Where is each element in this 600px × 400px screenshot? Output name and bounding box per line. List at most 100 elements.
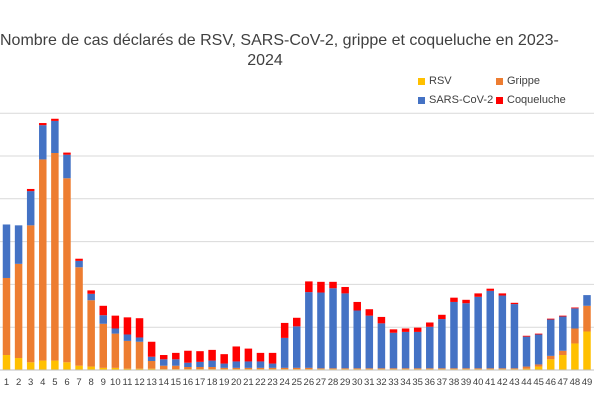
- x-tick-label: 16: [183, 377, 194, 388]
- bar-grippe-week-47: [559, 350, 567, 356]
- bar-coqueluche-week-16: [184, 350, 192, 363]
- bar-rsv-week-11: [123, 368, 132, 370]
- bar-sars-cov-2-week-31: [365, 315, 374, 369]
- bar-grippe-week-15: [172, 365, 180, 370]
- bar-sars-cov-2-week-18: [208, 360, 216, 367]
- x-tick-label: 13: [146, 377, 157, 388]
- bar-grippe-week-7: [75, 267, 83, 366]
- x-tick-label: 9: [101, 377, 106, 388]
- bar-coqueluche-week-10: [111, 315, 120, 329]
- bar-sars-cov-2-week-12: [135, 337, 144, 342]
- bar-coqueluche-week-26: [305, 281, 313, 293]
- bar-coqueluche-week-20: [232, 346, 241, 362]
- x-tick-label: 39: [461, 377, 472, 388]
- legend-label-rsv: RSV: [429, 75, 452, 87]
- bar-grippe-week-8: [87, 300, 95, 367]
- bar-coqueluche-week-13: [147, 341, 156, 357]
- bar-grippe-week-31: [365, 368, 374, 370]
- bar-sars-cov-2-week-34: [401, 331, 410, 369]
- bar-sars-cov-2-week-44: [522, 336, 531, 367]
- bar-sars-cov-2-week-11: [123, 334, 132, 341]
- bar-coqueluche-week-35: [413, 327, 422, 332]
- x-tick-label: 30: [352, 377, 363, 388]
- x-tick-label: 42: [497, 377, 508, 388]
- x-tick-label: 47: [558, 377, 569, 388]
- bar-rsv-week-12: [135, 368, 144, 370]
- bar-grippe-week-6: [63, 178, 71, 363]
- bar-grippe-week-4: [39, 159, 47, 361]
- legend-label-sars-cov-2: SARS-CoV-2: [429, 94, 494, 106]
- bar-coqueluche-week-27: [317, 281, 325, 293]
- bar-coqueluche-week-6: [63, 152, 71, 155]
- bar-coqueluche-week-24: [280, 322, 289, 338]
- bar-rsv-week-44: [522, 368, 531, 370]
- x-tick-label: 6: [64, 377, 69, 388]
- bar-sars-cov-2-week-13: [147, 356, 156, 362]
- bar-grippe-week-20: [232, 367, 241, 370]
- bar-coqueluche-week-33: [389, 329, 398, 333]
- bar-coqueluche-week-48: [571, 307, 579, 309]
- bar-sars-cov-2-week-41: [486, 290, 494, 369]
- bar-coqueluche-week-5: [51, 118, 59, 121]
- bar-sars-cov-2-week-20: [232, 361, 241, 368]
- bar-grippe-week-42: [498, 368, 507, 370]
- bar-rsv-week-13: [147, 368, 156, 370]
- x-tick-label: 45: [533, 377, 544, 388]
- bar-sars-cov-2-week-27: [317, 292, 325, 369]
- bar-rsv-week-4: [39, 360, 47, 370]
- bar-sars-cov-2-week-46: [546, 319, 555, 356]
- bar-grippe-week-38: [450, 368, 458, 370]
- chart-title-line-2: 2024: [247, 52, 283, 69]
- bar-sars-cov-2-week-15: [172, 359, 180, 366]
- bar-grippe-week-22: [256, 367, 265, 370]
- bar-rsv-week-6: [63, 362, 71, 370]
- bar-grippe-week-1: [2, 277, 11, 356]
- gridlines: [0, 112, 594, 371]
- bar-coqueluche-week-29: [341, 286, 349, 294]
- bar-grippe-week-49: [583, 305, 591, 332]
- bar-sars-cov-2-week-26: [305, 292, 313, 368]
- bar-coqueluche-week-42: [498, 293, 507, 296]
- bar-coqueluche-week-9: [99, 305, 107, 316]
- bar-grippe-week-11: [123, 340, 132, 369]
- bar-coqueluche-week-38: [450, 297, 458, 302]
- x-tick-label: 38: [449, 377, 460, 388]
- bar-grippe-week-29: [341, 368, 349, 370]
- legend-item-rsv: RSV: [418, 75, 452, 87]
- bar-grippe-week-27: [317, 368, 325, 370]
- bar-sars-cov-2-week-16: [184, 362, 192, 367]
- bar-sars-cov-2-week-37: [438, 319, 446, 369]
- bar-sars-cov-2-week-35: [413, 331, 422, 369]
- legend-label-grippe: Grippe: [507, 75, 541, 87]
- legend-swatch-coqueluche: [496, 96, 503, 104]
- legend-swatch-sars-cov-2: [418, 96, 425, 104]
- bar-coqueluche-week-22: [256, 352, 265, 362]
- x-tick-label: 7: [76, 377, 81, 388]
- x-tick-label: 27: [316, 377, 327, 388]
- bar-sars-cov-2-week-10: [111, 328, 120, 334]
- bar-rsv-week-9: [99, 367, 107, 370]
- x-tick-label: 5: [52, 377, 57, 388]
- bar-coqueluche-week-31: [365, 309, 374, 316]
- bar-grippe-week-21: [244, 367, 253, 370]
- legend-swatch-rsv: [418, 77, 425, 85]
- bar-coqueluche-week-45: [534, 333, 543, 335]
- x-tick-label: 15: [171, 377, 182, 388]
- bar-sars-cov-2-week-42: [498, 295, 507, 369]
- bar-rsv-week-5: [51, 360, 59, 370]
- bar-coqueluche-week-15: [172, 352, 180, 360]
- legend-item-coqueluche: Coqueluche: [496, 94, 566, 106]
- x-tick-label: 10: [110, 377, 121, 388]
- bar-coqueluche-week-7: [75, 258, 83, 261]
- bar-sars-cov-2-week-30: [353, 310, 361, 369]
- bar-sars-cov-2-week-40: [474, 296, 482, 369]
- x-tick-label: 2: [16, 377, 21, 388]
- chart-title-line-1: Nombre de cas déclarés de RSV, SARS-CoV-…: [0, 32, 559, 49]
- bar-coqueluche-week-46: [546, 318, 555, 320]
- x-tick-label: 24: [279, 377, 290, 388]
- bar-rsv-week-3: [26, 362, 35, 370]
- bar-sars-cov-2-week-2: [14, 225, 23, 264]
- bar-grippe-week-14: [159, 365, 168, 370]
- x-tick-label: 49: [582, 377, 593, 388]
- bar-grippe-week-34: [401, 368, 410, 370]
